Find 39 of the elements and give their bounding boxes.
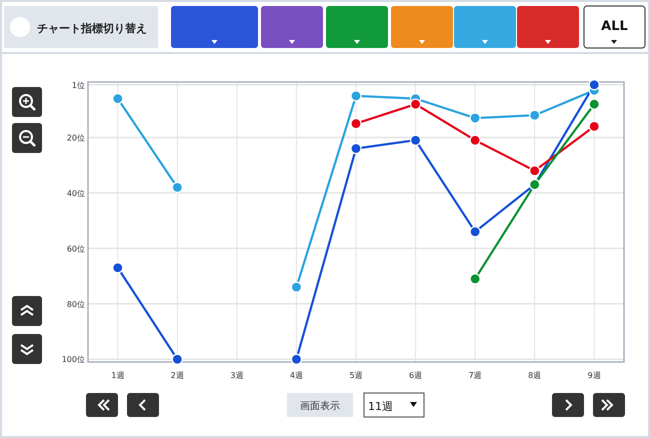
point xyxy=(529,110,540,121)
x-tick-label: 8週 xyxy=(528,371,542,380)
y-tick-label: 60位 xyxy=(66,244,85,254)
point xyxy=(350,142,362,154)
point xyxy=(172,354,183,365)
point xyxy=(588,79,600,90)
y-tick-label: 100位 xyxy=(62,355,85,364)
point xyxy=(112,93,124,104)
point xyxy=(470,273,481,284)
point xyxy=(470,112,481,124)
point xyxy=(410,134,422,146)
point xyxy=(470,226,481,238)
x-tick-label: 2週 xyxy=(170,371,184,380)
x-tick-label: 6週 xyxy=(409,371,422,380)
x-tick-label: 1週 xyxy=(111,371,124,380)
point xyxy=(290,282,302,293)
text: 画面表示 xyxy=(300,400,340,412)
point xyxy=(350,118,362,130)
text: ALL xyxy=(601,19,628,34)
point xyxy=(350,90,362,102)
x-tick-label: 7週 xyxy=(468,371,482,380)
x-tick-label: 9週 xyxy=(588,371,601,380)
point xyxy=(410,98,422,110)
y-tick-label: 20位 xyxy=(66,133,85,142)
y-tick-label: 1位 xyxy=(72,80,85,90)
text: チャート指標切り替え xyxy=(37,22,147,35)
point xyxy=(112,262,124,274)
text: 11週 xyxy=(368,400,393,413)
x-tick-label: 3週 xyxy=(230,371,244,380)
point xyxy=(529,165,540,176)
x-tick-label: 5週 xyxy=(349,371,363,380)
point xyxy=(290,354,302,365)
point xyxy=(588,120,600,132)
point xyxy=(172,182,183,193)
point xyxy=(588,98,600,110)
point xyxy=(470,134,481,146)
y-tick-label: 80位 xyxy=(66,300,85,309)
y-tick-label: 40位 xyxy=(66,188,85,198)
x-tick-label: 4週 xyxy=(290,371,303,380)
